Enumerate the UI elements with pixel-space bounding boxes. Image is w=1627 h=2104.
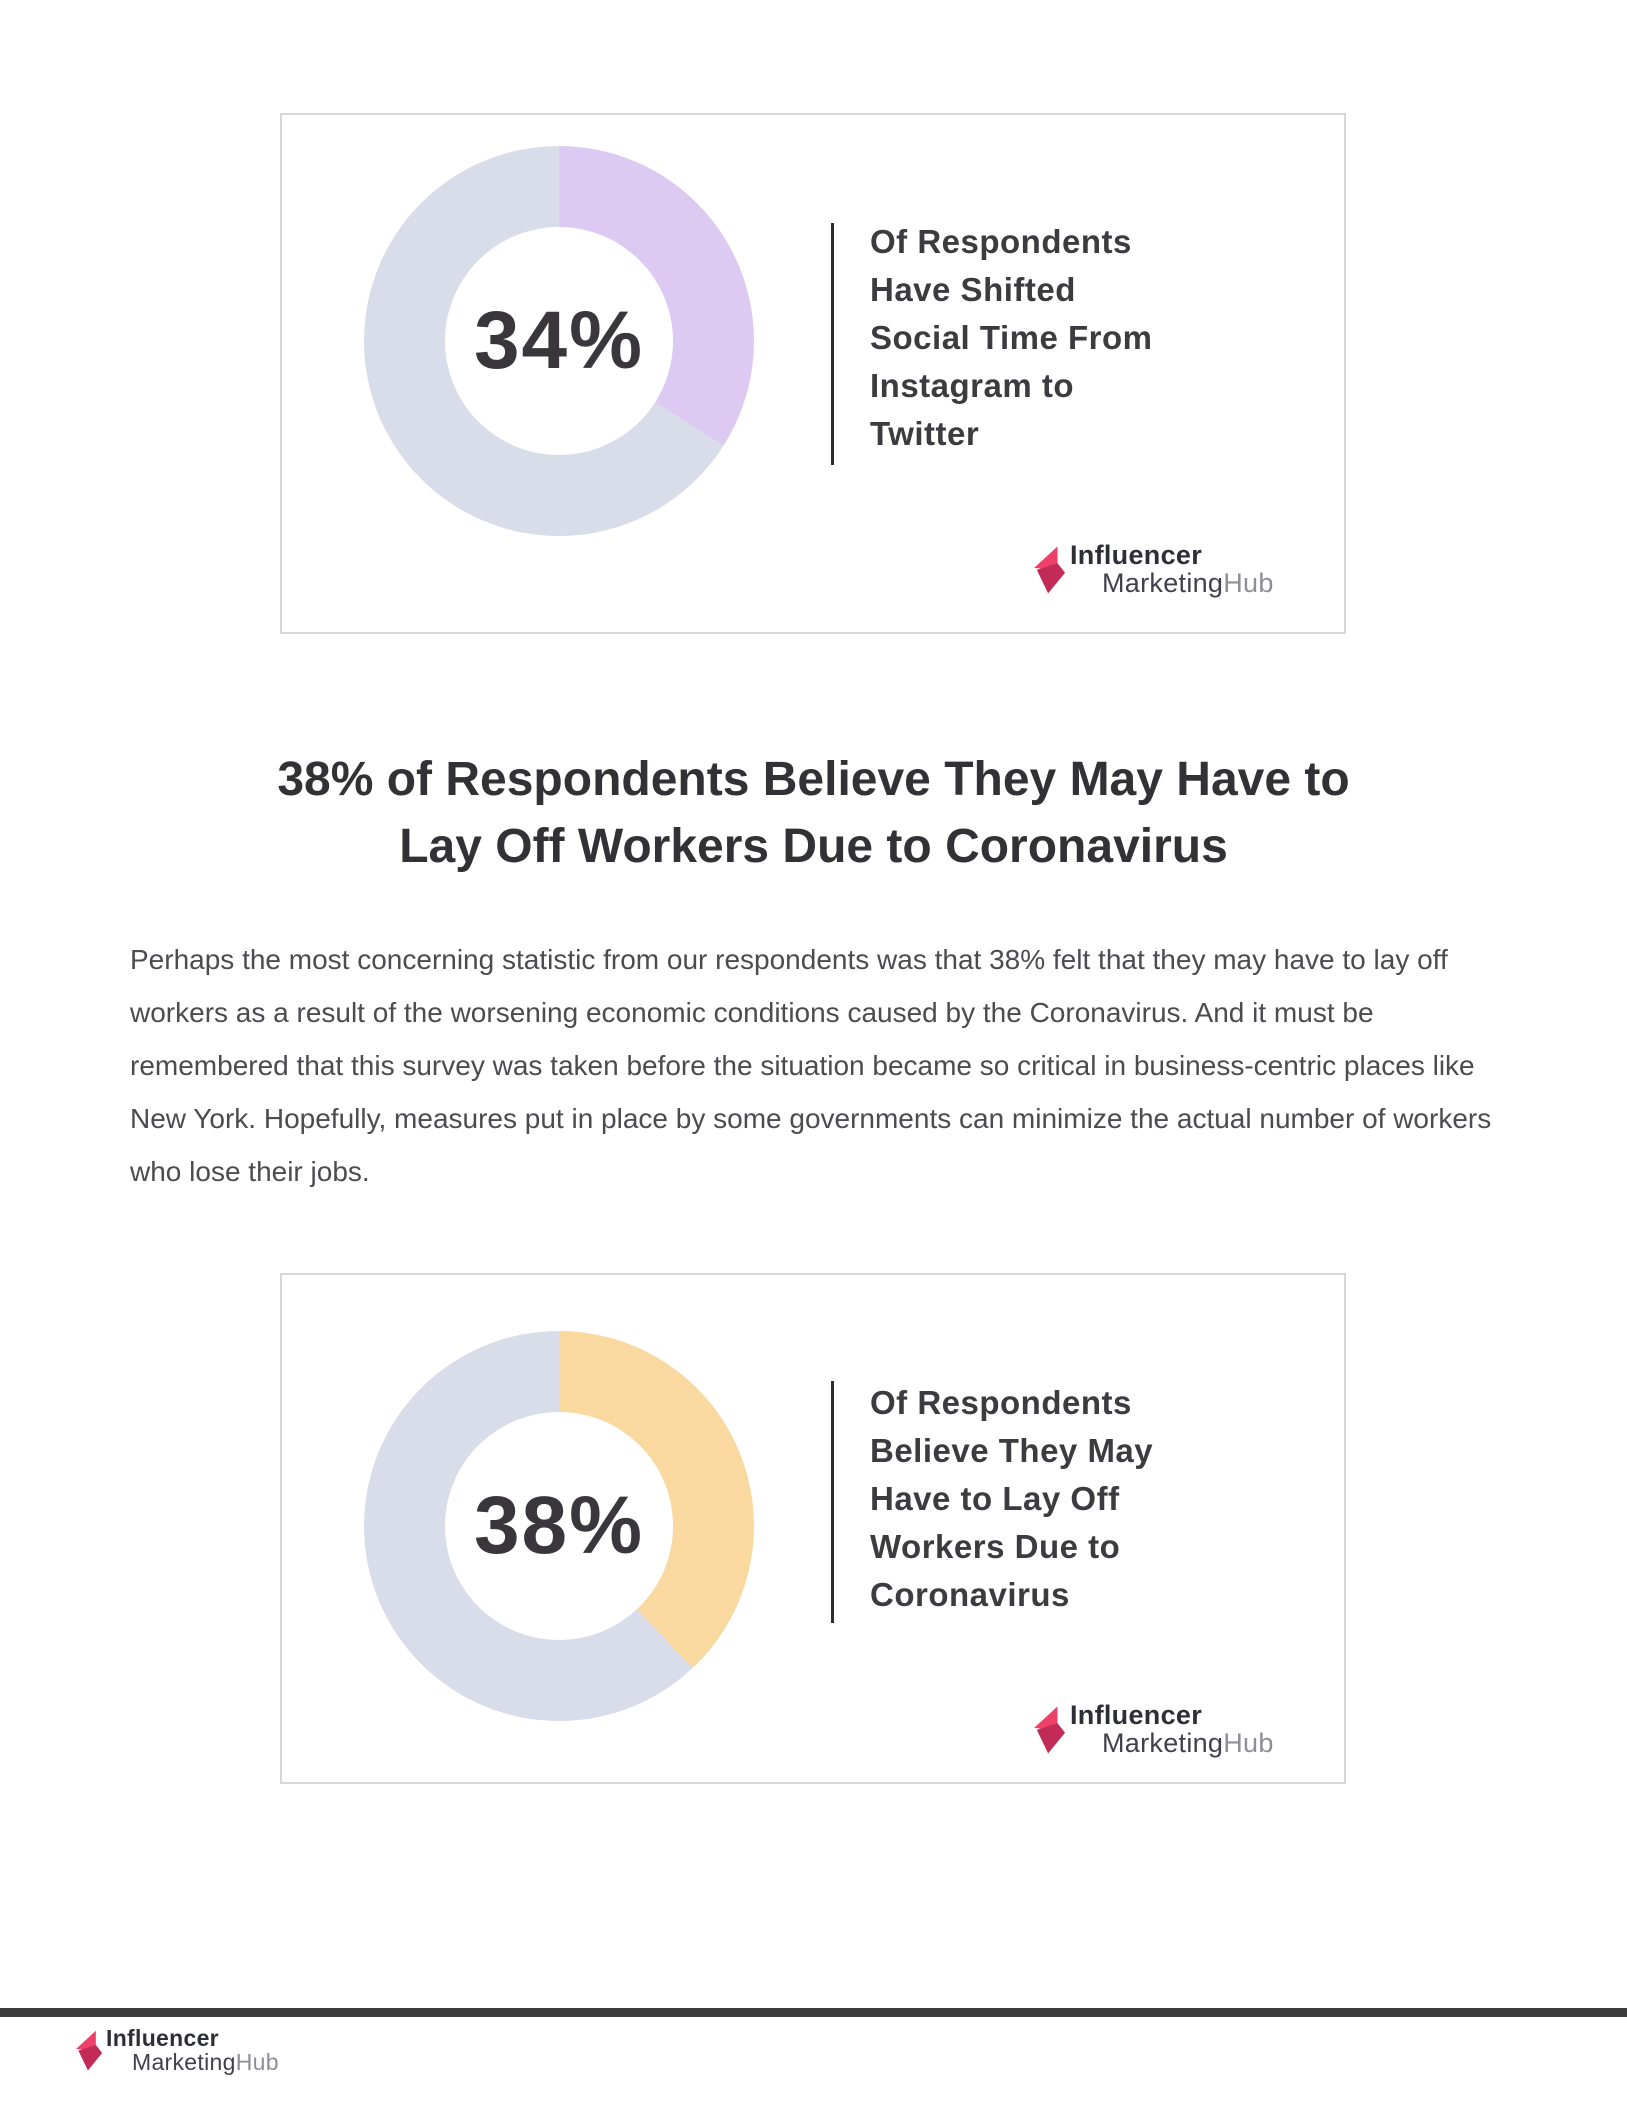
- donut-hole: 38%: [445, 1412, 673, 1640]
- logo-line2: MarketingHub: [1102, 569, 1274, 597]
- section-heading: 38% of Respondents Believe They May Have…: [277, 753, 1350, 873]
- logo-arrow-icon: [1034, 1706, 1066, 1754]
- stat-card-layoffs: 38% Of Respondents Believe They May Have…: [280, 1273, 1346, 1784]
- logo-line1: Influencer: [1070, 540, 1203, 570]
- logo-marketing: Marketing: [1102, 568, 1224, 598]
- stat-card-instagram-twitter: 34% Of Respondents Have Shifted Social T…: [280, 113, 1346, 634]
- logo-hub: Hub: [1223, 1728, 1274, 1758]
- body-paragraph: Perhaps the most concerning statistic fr…: [130, 944, 1492, 1187]
- logo-text: Influencer MarketingHub: [1070, 1701, 1274, 1757]
- stat-description: Of Respondents Believe They May Have to …: [870, 1384, 1154, 1613]
- footer-divider: [0, 2008, 1627, 2017]
- footer-brand-logo: Influencer MarketingHub: [76, 2026, 279, 2074]
- donut-chart-38-percent: 38%: [364, 1331, 754, 1721]
- logo-text: Influencer MarketingHub: [1070, 541, 1274, 597]
- brand-logo: Influencer MarketingHub: [1034, 1701, 1274, 1757]
- logo-arrow-icon: [1034, 546, 1066, 594]
- logo-arrow-icon: [76, 2030, 103, 2071]
- logo-line1: Influencer: [106, 2025, 219, 2051]
- divider-line: [831, 1381, 834, 1623]
- donut-chart-34-percent: 34%: [364, 146, 754, 536]
- logo-line2: MarketingHub: [1102, 1729, 1274, 1757]
- logo-line1: Influencer: [1070, 1700, 1203, 1730]
- donut-center-value: 34%: [473, 295, 645, 386]
- logo-hub: Hub: [1223, 568, 1274, 598]
- donut-hole: 34%: [445, 227, 673, 455]
- donut-center-value: 38%: [473, 1480, 645, 1571]
- logo-hub: Hub: [235, 2049, 279, 2075]
- logo-marketing: Marketing: [1102, 1728, 1224, 1758]
- logo-line2: MarketingHub: [132, 2050, 279, 2074]
- stat-description: Of Respondents Have Shifted Social Time …: [870, 223, 1153, 452]
- logo-text: Influencer MarketingHub: [106, 2026, 279, 2074]
- brand-logo: Influencer MarketingHub: [1034, 541, 1274, 597]
- divider-line: [831, 223, 834, 465]
- logo-marketing: Marketing: [132, 2049, 236, 2075]
